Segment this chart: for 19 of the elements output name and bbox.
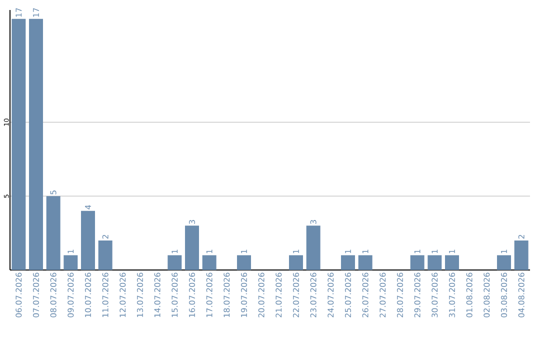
bar [306, 226, 320, 270]
bar [64, 255, 78, 270]
bar [12, 18, 26, 270]
bar [46, 196, 60, 270]
bar [237, 255, 251, 270]
bar [29, 18, 43, 270]
bar [514, 240, 528, 270]
bar [202, 255, 216, 270]
bar [445, 255, 460, 270]
bar [497, 255, 512, 270]
bar [81, 210, 95, 270]
bar [341, 255, 356, 270]
bar [410, 255, 424, 270]
bar [358, 255, 372, 270]
bar [289, 255, 304, 270]
bar [98, 240, 112, 270]
bar [168, 255, 182, 270]
bar [185, 226, 199, 270]
bar [428, 255, 442, 270]
